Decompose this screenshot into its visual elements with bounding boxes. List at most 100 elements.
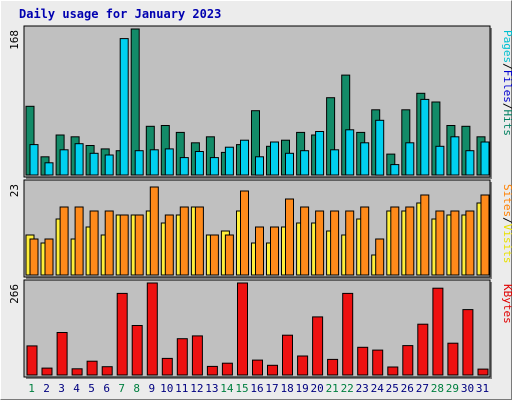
bar-kbytes-day-31 — [477, 368, 489, 376]
bar-sites-day-21 — [330, 210, 340, 276]
bar-files-day-16 — [255, 156, 264, 176]
bar-files-day-31 — [480, 141, 490, 176]
x-tick-day-27: 27 — [416, 382, 429, 395]
bar-files-day-13 — [209, 157, 219, 176]
bar-kbytes-day-24 — [372, 349, 384, 376]
bar-kbytes-day-3 — [56, 332, 68, 376]
legend-item-hits-files-pages-3: / — [501, 103, 512, 110]
bar-kbytes-day-23 — [357, 346, 369, 376]
legend-item-visits-sites-0: Sites — [501, 184, 512, 217]
ymax-label-visits-sites: 23 — [8, 184, 21, 197]
bar-sites-day-2 — [44, 238, 54, 276]
bar-sites-day-27 — [420, 194, 430, 276]
bar-kbytes-day-29 — [447, 342, 459, 376]
x-tick-day-20: 20 — [310, 382, 323, 395]
bar-files-day-4 — [74, 143, 84, 176]
x-tick-day-9: 9 — [148, 382, 155, 395]
x-tick-day-30: 30 — [461, 382, 474, 395]
bar-kbytes-day-16 — [252, 359, 263, 376]
bar-kbytes-day-21 — [327, 358, 339, 376]
bar-files-day-5 — [89, 152, 99, 176]
bar-files-day-19 — [300, 150, 310, 176]
bar-sites-day-18 — [285, 198, 294, 276]
legend-item-visits-sites-1: / — [501, 217, 512, 224]
x-tick-day-22: 22 — [341, 382, 354, 395]
bar-sites-day-30 — [465, 210, 475, 276]
bar-sites-day-16 — [255, 226, 264, 276]
bar-sites-day-10 — [164, 214, 174, 276]
x-tick-day-18: 18 — [280, 382, 293, 395]
x-tick-day-5: 5 — [88, 382, 95, 395]
bar-files-day-23 — [360, 142, 370, 176]
x-tick-day-19: 19 — [295, 382, 308, 395]
x-tick-day-6: 6 — [103, 382, 110, 395]
bar-files-day-25 — [390, 164, 400, 176]
x-tick-day-21: 21 — [326, 382, 339, 395]
bar-kbytes-day-30 — [462, 309, 474, 376]
x-tick-day-28: 28 — [431, 382, 444, 395]
bar-kbytes-day-28 — [432, 287, 444, 376]
bar-kbytes-day-2 — [41, 367, 53, 376]
bar-kbytes-day-5 — [86, 360, 98, 376]
bar-kbytes-day-9 — [146, 282, 158, 376]
bar-files-day-15 — [240, 139, 249, 176]
x-tick-day-3: 3 — [58, 382, 65, 395]
bar-sites-day-11 — [179, 206, 189, 276]
legend-item-hits-files-pages-0: Pages — [501, 30, 512, 63]
bar-files-day-26 — [405, 142, 415, 176]
bar-files-day-28 — [435, 145, 445, 176]
legend-item-visits-sites-2: Visits — [501, 224, 512, 264]
bar-files-day-24 — [375, 119, 385, 176]
x-tick-day-25: 25 — [386, 382, 399, 395]
x-tick-day-17: 17 — [265, 382, 278, 395]
bar-sites-day-13 — [209, 234, 219, 276]
chart-title: Daily usage for January 2023 — [19, 7, 222, 21]
bar-files-day-6 — [104, 154, 114, 176]
x-tick-day-15: 15 — [235, 382, 248, 395]
bar-files-day-8 — [134, 150, 144, 176]
bar-files-day-27 — [420, 98, 430, 176]
bar-sites-day-9 — [149, 186, 159, 276]
bar-sites-day-12 — [194, 206, 204, 276]
bar-files-day-22 — [345, 129, 355, 176]
x-tick-day-11: 11 — [175, 382, 188, 395]
bar-sites-day-25 — [390, 206, 400, 276]
x-tick-day-14: 14 — [220, 382, 234, 395]
x-tick-day-23: 23 — [356, 382, 369, 395]
ymax-label-kbytes: 266 — [8, 284, 21, 304]
bar-files-day-20 — [315, 131, 325, 176]
bar-kbytes-day-8 — [131, 325, 143, 376]
legend-item-hits-files-pages-4: Hits — [501, 110, 512, 137]
bar-files-day-21 — [330, 149, 340, 176]
x-tick-day-12: 12 — [190, 382, 203, 395]
bar-files-day-9 — [149, 149, 159, 176]
bar-kbytes-day-25 — [387, 366, 399, 376]
bar-kbytes-day-27 — [417, 323, 429, 376]
x-tick-day-29: 29 — [446, 382, 459, 395]
bar-kbytes-day-17 — [267, 364, 278, 376]
bar-sites-day-14 — [224, 234, 234, 276]
legend-item-kbytes-0: KBytes — [501, 284, 512, 324]
bar-sites-day-5 — [89, 210, 99, 276]
bar-sites-day-1 — [29, 238, 39, 276]
legend-item-hits-files-pages-1: / — [501, 63, 512, 70]
ymax-label-hits-files-pages: 168 — [8, 30, 21, 50]
legend-hits-files-pages: Pages/Files/Hits — [501, 30, 512, 136]
bar-files-day-14 — [224, 146, 234, 176]
bar-kbytes-day-6 — [101, 366, 113, 376]
bar-sites-day-24 — [375, 238, 385, 276]
bar-sites-day-8 — [134, 214, 144, 276]
bar-sites-day-4 — [74, 206, 84, 276]
bar-files-day-11 — [179, 157, 189, 176]
x-tick-day-2: 2 — [43, 382, 50, 395]
bar-kbytes-day-11 — [176, 338, 188, 376]
bar-sites-day-29 — [450, 210, 460, 276]
bar-files-day-29 — [450, 136, 460, 176]
bar-kbytes-day-12 — [191, 335, 203, 376]
bar-files-day-3 — [59, 149, 69, 176]
bar-sites-day-26 — [405, 206, 415, 276]
bar-kbytes-day-20 — [312, 316, 324, 376]
bar-sites-day-28 — [435, 210, 445, 276]
bar-kbytes-day-4 — [71, 368, 83, 376]
x-tick-day-31: 31 — [476, 382, 489, 395]
